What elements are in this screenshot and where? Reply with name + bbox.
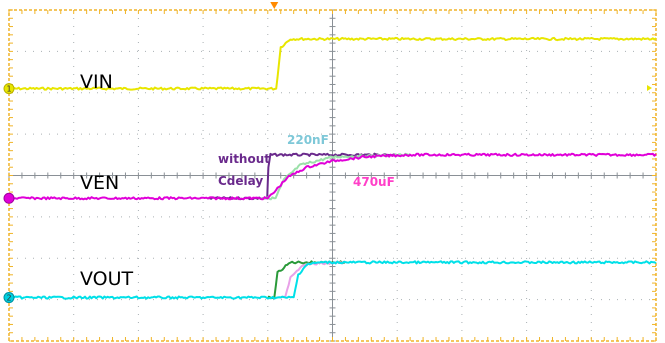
- trace-vout-without-cdelay: [267, 260, 347, 300]
- annotation-220nf: 220nF: [287, 133, 329, 147]
- traces: [8, 36, 657, 300]
- vout-label: VOUT: [80, 268, 134, 290]
- grid: [8, 9, 657, 342]
- trace-vin: [8, 36, 657, 91]
- trigger-marker: [270, 2, 279, 9]
- annotation-without: without: [218, 152, 270, 166]
- markers: 12: [3, 2, 652, 304]
- channel-2-marker: [3, 292, 15, 304]
- channel-1-marker: [3, 83, 15, 95]
- trace-ven-470uf: [8, 152, 657, 201]
- vin-label: VIN: [80, 71, 113, 93]
- annotation-cdelay: Cdelay: [218, 174, 263, 188]
- channel-2-marker-label: 2: [6, 294, 11, 303]
- ven-label: VEN: [80, 172, 119, 194]
- annotation-470uf: 470uF: [353, 175, 395, 189]
- channel-1-marker-label: 1: [6, 85, 11, 94]
- ven-marker: [3, 192, 15, 204]
- trace-vout-470uf: [8, 260, 657, 300]
- trigger-level-marker: [647, 85, 652, 91]
